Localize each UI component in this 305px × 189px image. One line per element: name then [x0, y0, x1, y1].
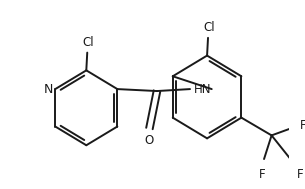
Text: Cl: Cl	[82, 36, 94, 49]
Text: F: F	[300, 119, 305, 132]
Text: F: F	[296, 168, 303, 181]
Text: Cl: Cl	[203, 22, 215, 34]
Text: N: N	[44, 83, 53, 96]
Text: F: F	[259, 168, 265, 181]
Text: O: O	[145, 134, 154, 147]
Text: HN: HN	[193, 83, 211, 96]
